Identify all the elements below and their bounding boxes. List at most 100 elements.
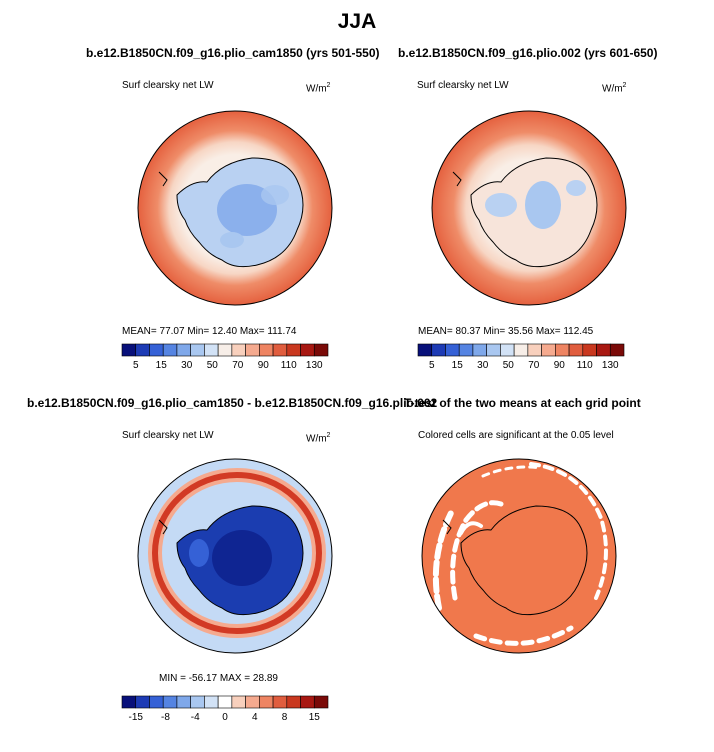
colorbar-box: [527, 343, 542, 357]
panel-4-significance-field: [422, 459, 616, 653]
colorbar-box: [190, 343, 205, 357]
colorbar-box: [149, 343, 164, 357]
colorbar-box: [217, 343, 233, 357]
colorbar-box: [596, 343, 611, 357]
panel-3-map: [137, 458, 333, 654]
colorbar-box: [486, 343, 501, 357]
colorbar-tick-label: 50: [207, 360, 219, 371]
colorbar-box: [245, 343, 260, 357]
colorbar-box: [300, 695, 315, 709]
colorbar-box: [541, 343, 556, 357]
colorbar-box: [458, 343, 474, 357]
colorbar-box: [162, 695, 178, 709]
colorbar-box: [204, 343, 219, 357]
panel-2-map: [431, 110, 627, 306]
colorbar-box: [231, 343, 246, 357]
panel-1-coastline: [176, 157, 304, 268]
colorbar-box: [135, 695, 150, 709]
panel-2-title: b.e12.B1850CN.f09_g16.plio.002 (yrs 601-…: [398, 46, 658, 60]
panel-4-coastline: [460, 505, 588, 616]
panel-2-map-border: [431, 110, 627, 306]
panel-2-variable-label: Surf clearsky net LW: [417, 80, 509, 91]
colorbar-box: [231, 695, 246, 709]
colorbar-tick-label: 5: [133, 360, 139, 371]
panel-3-map-border: [137, 458, 333, 654]
colorbar-box: [135, 343, 150, 357]
colorbar-tick-label: 15: [156, 360, 168, 371]
colorbar-tick-label: 15: [452, 360, 464, 371]
colorbar-box: [245, 695, 260, 709]
colorbar-box: [149, 695, 164, 709]
colorbar-box: [259, 343, 274, 357]
panel-1-map: [137, 110, 333, 306]
colorbar-tick-label: 130: [602, 360, 619, 371]
colorbar-tick-label: 90: [258, 360, 270, 371]
colorbar-box: [500, 343, 515, 357]
panel-3-stats: MIN = -56.17 MAX = 28.89: [159, 673, 278, 684]
colorbar-box: [431, 343, 446, 357]
panel-1-colorbar: 5 15 30 50 70 90 110 130: [121, 343, 329, 371]
colorbar-tick-label: 4: [252, 712, 258, 723]
colorbar-tick-label: -8: [161, 712, 170, 723]
colorbar-box: [204, 695, 219, 709]
colorbar-box: [121, 343, 137, 357]
colorbar-box: [217, 695, 233, 709]
panel-2-coastline: [470, 157, 598, 268]
panel-4-title: T-test of the two means at each grid poi…: [404, 396, 641, 410]
colorbar-tick-label: 15: [309, 712, 321, 723]
colorbar-box: [313, 695, 329, 709]
colorbar-box: [286, 695, 301, 709]
colorbar-box: [272, 343, 288, 357]
colorbar-tick-label: 110: [577, 360, 593, 371]
panel-1-units: W/m2: [306, 82, 331, 95]
colorbar-box: [300, 343, 315, 357]
colorbar-box: [286, 343, 301, 357]
colorbar-box: [259, 695, 274, 709]
panel-3-warm-ring: [152, 472, 322, 634]
panel-3-title: b.e12.B1850CN.f09_g16.plio_cam1850 - b.e…: [27, 396, 438, 410]
colorbar-box: [513, 343, 529, 357]
colorbar-box: [555, 343, 570, 357]
colorbar-box: [176, 695, 191, 709]
colorbar-box: [582, 343, 597, 357]
colorbar-box: [445, 343, 460, 357]
panel-2-colorbar: 5 15 30 50 70 90 110 130: [417, 343, 625, 371]
colorbar-box: [472, 343, 487, 357]
panel-3-colorbar: -15 -8 -4 0 4 8 15: [121, 695, 329, 723]
colorbar-box: [190, 695, 205, 709]
panel-4-map: [421, 458, 617, 654]
colorbar-tick-label: 8: [282, 712, 288, 723]
panel-3-variable-label: Surf clearsky net LW: [122, 430, 214, 441]
panel-4-variable-label: Colored cells are significant at the 0.0…: [418, 430, 614, 441]
panel-2-units: W/m2: [602, 82, 627, 95]
colorbar-box: [272, 695, 288, 709]
panel-2-stats: MEAN= 80.37 Min= 35.56 Max= 112.45: [418, 326, 594, 337]
colorbar-tick-label: 110: [281, 360, 297, 371]
colorbar-tick-label: -15: [129, 712, 144, 723]
colorbar-tick-label: 70: [528, 360, 540, 371]
panel-1-variable-label: Surf clearsky net LW: [122, 80, 214, 91]
colorbar-tick-label: 0: [222, 712, 228, 723]
colorbar-box: [313, 343, 329, 357]
panel-1-map-border: [137, 110, 333, 306]
panel-1-title: b.e12.B1850CN.f09_g16.plio_cam1850 (yrs …: [86, 46, 380, 60]
colorbar-tick-label: 30: [181, 360, 193, 371]
panel-1-stats: MEAN= 77.07 Min= 12.40 Max= 111.74: [122, 326, 297, 337]
colorbar-box: [609, 343, 625, 357]
colorbar-box: [176, 343, 191, 357]
colorbar-tick-label: 5: [429, 360, 435, 371]
colorbar-box: [568, 343, 584, 357]
colorbar-tick-label: 130: [306, 360, 323, 371]
colorbar-tick-label: 30: [477, 360, 489, 371]
figure-title: JJA: [337, 10, 377, 33]
panel-3-coastline: [176, 505, 304, 616]
colorbar-box: [162, 343, 178, 357]
colorbar-tick-label: 90: [554, 360, 566, 371]
colorbar-box: [417, 343, 433, 357]
colorbar-tick-label: -4: [191, 712, 200, 723]
colorbar-tick-label: 70: [232, 360, 244, 371]
colorbar-tick-label: 50: [503, 360, 515, 371]
panel-4-map-border: [421, 458, 617, 654]
panel-3-units: W/m2: [306, 432, 331, 445]
colorbar-box: [121, 695, 137, 709]
